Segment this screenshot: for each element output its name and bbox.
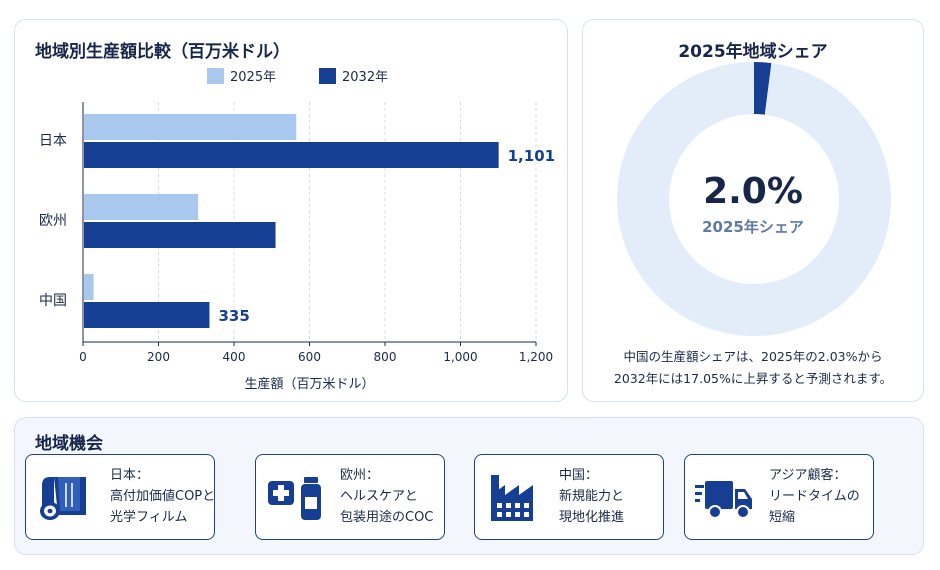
opportunity-line: 新規能力と [559,489,625,504]
opportunity-line: リードタイムの [769,489,860,504]
category-label: 欧州 [39,213,67,229]
film-roll-icon [40,477,86,520]
donut-slice [617,62,891,337]
bar-data-label: 335 [218,307,249,325]
donut-center-label: 2025年シェア [702,218,804,236]
x-tick-label: 400 [223,350,246,364]
x-tick-label: 1,200 [519,350,553,364]
bar-chart: 0 200 400 600 800 1,000 1,200 生産額（百万米ドル） 2025年 20… [39,68,555,392]
legend-swatch-2032 [319,68,336,84]
opportunity-line: 現地化推進 [559,510,625,525]
bar-chart-title: 地域別生産額比較（百万米ドル） [35,42,290,62]
factory-icon [491,475,533,521]
x-tick-label: 200 [147,350,170,364]
opportunity-china: 中国： 新規能力と 現地化推進 [474,454,664,540]
share-chart-title: 2025年地域シェア [678,42,828,62]
category-label: 日本 [39,133,67,149]
bar-2025 [84,114,297,140]
legend-label-2025: 2025年 [230,70,276,85]
donut-slice [754,62,772,115]
share-note-line: 2032年には17.05%に上昇すると予測されます。 [613,371,893,386]
opportunity-line: 光学フィルム [110,510,188,525]
opportunity-line: 中国： [559,468,599,483]
opportunity-europe: 欧州： ヘルスケアと 包装用途のCOC [255,454,445,540]
donut-center-value: 2.0% [703,171,803,212]
opportunity-japan: 日本： 高付加価値COPと 光学フィルム [25,454,215,540]
bar-chart-card: 地域別生産額比較（百万米ドル） 0 200 400 600 800 1,000 1,200 生… [14,19,568,402]
bar-2025 [84,194,199,220]
category-label: 中国 [39,293,67,309]
share-chart-card: 2025年地域シェア 2.0% 2025年シェア 中国の生産額シェアは、2025… [582,19,924,402]
share-note: 中国の生産額シェアは、2025年の2.03%から 2032年には17.05%に上… [583,346,923,390]
bar-2032 [84,142,499,168]
medical-vial-icon [268,477,321,520]
donut-chart [617,62,891,337]
x-tick-label: 1,000 [443,350,477,364]
opportunity-line: 日本： [110,468,150,483]
legend-label-2032: 2032年 [342,70,388,85]
opportunity-line: 短縮 [769,510,796,525]
opportunity-asia: アジア顧客： リードタイムの 短縮 [684,454,874,540]
opportunity-line: 欧州： [340,468,380,483]
x-tick-label: 800 [374,350,397,364]
bar-2032 [84,222,276,248]
x-tick-label: 600 [298,350,321,364]
opportunity-line: 包装用途のCOC [340,510,434,525]
opportunities-title: 地域機会 [35,434,103,454]
share-note-line: 中国の生産額シェアは、2025年の2.03%から [623,349,883,364]
legend-swatch-2025 [207,68,224,84]
opportunities-card: 地域機会 日本： 高付加価値COPと 光学フィルム 欧州： ヘルス [14,417,924,555]
bar-2025 [84,274,94,300]
bar-2032 [84,302,210,328]
delivery-truck-icon [695,481,752,519]
x-axis-label: 生産額（百万米ドル） [244,376,374,392]
x-tick-label: 0 [79,350,87,364]
bar-data-label: 1,101 [508,147,555,165]
opportunity-line: アジア顧客： [769,468,847,483]
opportunity-line: 高付加価値COPと [110,489,216,504]
opportunity-line: ヘルスケアと [340,489,418,504]
